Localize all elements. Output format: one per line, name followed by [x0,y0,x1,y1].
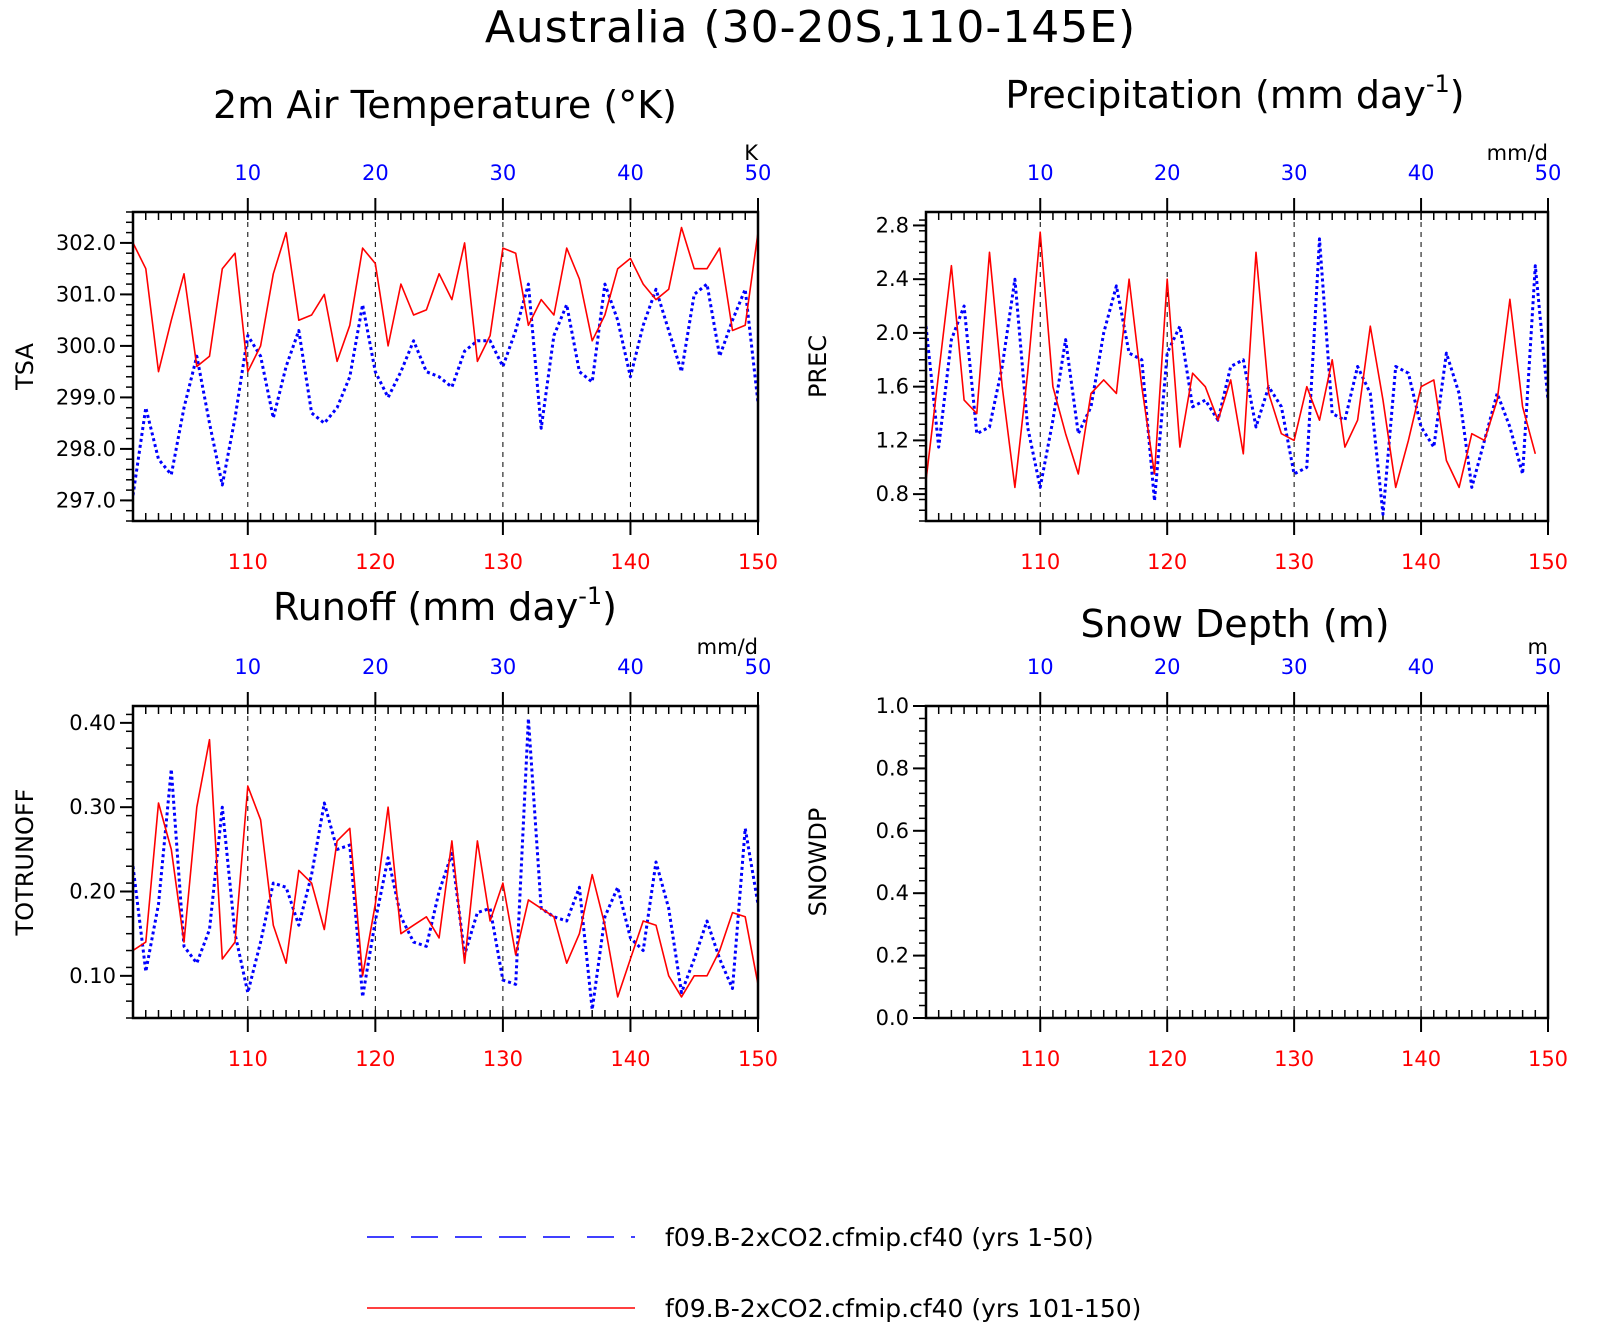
series-line-yrs-101-150 [133,226,758,373]
panel-title: Precipitation (mm day-1) [1005,70,1464,117]
x-top-tick-label: 20 [362,161,389,185]
panel-title: Runoff (mm day-1) [273,582,617,629]
y-tick-label: 0.8 [876,756,909,780]
y-tick-label: 2.8 [876,213,909,237]
x-top-tick-label: 30 [1281,655,1308,679]
y-tick-label: 0.8 [876,482,909,506]
y-tick-label: 0.30 [69,795,116,819]
x-bottom-tick-label: 110 [1020,1047,1060,1071]
y-axis-label: PREC [804,335,832,398]
x-top-tick-label: 50 [745,655,772,679]
plot-frame [924,704,1550,1020]
y-tick-label: 0.2 [876,944,909,968]
x-bottom-tick-label: 140 [610,1047,650,1071]
plot-frame [924,210,1550,523]
y-tick-label: 0.20 [69,880,116,904]
x-bottom-tick-label: 130 [483,550,523,574]
x-bottom-tick-label: 120 [1147,1047,1187,1071]
x-bottom-tick-label: 150 [1528,550,1568,574]
x-top-tick-label: 50 [1535,161,1562,185]
panel-title: Snow Depth (m) [1080,602,1389,646]
x-top-tick-label: 10 [1027,161,1054,185]
x-bottom-tick-label: 130 [1274,1047,1314,1071]
x-bottom-tick-label: 110 [1020,550,1060,574]
x-bottom-tick-label: 140 [610,550,650,574]
x-bottom-tick-label: 120 [355,550,395,574]
x-top-tick-label: 30 [490,655,517,679]
y-tick-label: 0.40 [69,711,116,735]
x-top-tick-label: 10 [1027,655,1054,679]
x-top-tick-label: 50 [745,161,772,185]
series-line-yrs-1-50 [133,717,758,1012]
y-tick-label: 300.0 [56,334,116,358]
panel-snow-depth: Snow Depth (m) m 0.0 0.2 0.4 0.6 0.8 1.0 10 20 30 4… [804,602,1568,1071]
x-top-tick-label: 40 [617,655,644,679]
y-tick-label: 301.0 [56,282,116,306]
x-bottom-tick-label: 150 [1528,1047,1568,1071]
units-label: m [1528,635,1548,659]
plot-frame [131,704,760,1020]
legend-label: f09.B-2xCO2.cfmip.cf40 (yrs 1-50) [665,1223,1094,1252]
y-tick-label: 2.4 [876,267,909,291]
y-tick-label: 1.6 [876,375,909,399]
y-axis-label: SNOWDP [804,808,832,917]
x-top-tick-label: 30 [490,161,517,185]
main-title: Australia (30-20S,110-145E) [484,2,1137,53]
units-label: mm/d [1487,141,1548,165]
x-top-tick-label: 40 [1408,161,1435,185]
x-bottom-tick-label: 110 [228,1047,268,1071]
panel-air-temperature: 2m Air Temperature (°K) K 297.0 298.0 299.0 3… [11,83,778,574]
y-axis-label: TOTRUNOFF [11,789,39,937]
legend: f09.B-2xCO2.cfmip.cf40 (yrs 1-50) f09.B-2… [367,1223,1141,1323]
y-tick-label: 0.6 [876,819,909,843]
y-tick-label: 0.0 [876,1006,909,1030]
x-top-tick-label: 20 [1154,655,1181,679]
x-bottom-tick-label: 120 [355,1047,395,1071]
x-bottom-tick-label: 110 [228,550,268,574]
x-top-tick-label: 20 [362,655,389,679]
x-top-tick-label: 20 [1154,161,1181,185]
plot-frame [131,210,760,523]
x-bottom-tick-label: 130 [483,1047,523,1071]
x-bottom-tick-label: 150 [738,1047,778,1071]
series-line-yrs-101-150 [926,231,1537,489]
x-top-tick-label: 10 [234,655,261,679]
legend-label: f09.B-2xCO2.cfmip.cf40 (yrs 101-150) [665,1294,1141,1323]
x-bottom-tick-label: 140 [1401,550,1441,574]
y-tick-label: 0.10 [69,964,116,988]
y-tick-label: 299.0 [56,385,116,409]
x-top-tick-label: 30 [1281,161,1308,185]
panel-title: 2m Air Temperature (°K) [213,83,677,127]
x-bottom-tick-label: 140 [1401,1047,1441,1071]
y-tick-label: 298.0 [56,437,116,461]
y-tick-label: 1.2 [876,428,909,452]
panel-precipitation: Precipitation (mm day-1) mm/d 0.8 1.2 1.6 2.0… [804,70,1568,574]
x-top-tick-label: 40 [1408,655,1435,679]
series-line-yrs-1-50 [133,282,758,496]
x-top-tick-label: 40 [617,161,644,185]
x-top-tick-label: 50 [1535,655,1562,679]
y-tick-label: 0.4 [876,881,909,905]
panel-runoff: Runoff (mm day-1) mm/d 0.10 0.20 0.30 0.40 10 2… [11,582,778,1071]
y-tick-label: 302.0 [56,231,116,255]
y-tick-label: 2.0 [876,321,909,345]
x-bottom-tick-label: 120 [1147,550,1187,574]
series-line-yrs-101-150 [133,738,758,998]
units-label: K [744,141,759,165]
units-label: mm/d [697,635,758,659]
y-tick-label: 1.0 [876,694,909,718]
y-axis-label: TSA [11,343,39,391]
x-bottom-tick-label: 150 [738,550,778,574]
y-tick-label: 297.0 [56,488,116,512]
series-line-yrs-1-50 [926,237,1548,516]
x-top-tick-label: 10 [234,161,261,185]
x-bottom-tick-label: 130 [1274,550,1314,574]
